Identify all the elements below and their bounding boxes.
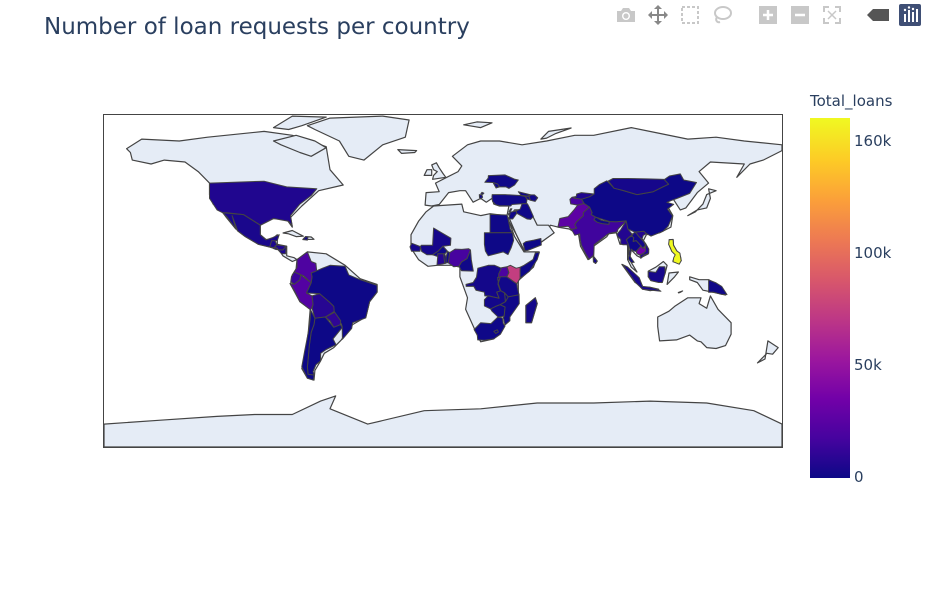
- country-peru[interactable]: [289, 274, 314, 311]
- country-cameroon[interactable]: [458, 249, 474, 272]
- landmass-sulawesi: [666, 271, 679, 285]
- modebar: [606, 4, 922, 26]
- hover-icon[interactable]: [866, 4, 890, 26]
- country-kosovo[interactable]: [480, 191, 485, 195]
- landmass-novaya-zemlya: [540, 127, 572, 140]
- country-ghana[interactable]: [436, 253, 446, 266]
- landmass-svalbard: [463, 121, 493, 129]
- country-albania[interactable]: [478, 194, 484, 200]
- country-nicaragua[interactable]: [277, 245, 287, 255]
- landmass-australia: [657, 295, 732, 350]
- country-philippines[interactable]: [668, 239, 682, 265]
- country-palestine[interactable]: [508, 212, 511, 216]
- colorbar-title: Total_loans: [810, 92, 893, 110]
- landmass-japan: [687, 188, 717, 217]
- colorbar-tick-160k: 160k: [854, 132, 892, 150]
- landmass-ireland: [423, 169, 433, 176]
- country-chile[interactable]: [301, 309, 316, 381]
- country-sri-lanka[interactable]: [592, 255, 598, 264]
- country-papua-new-guinea[interactable]: [708, 279, 728, 296]
- country-south-africa[interactable]: [473, 316, 506, 341]
- country-somalia[interactable]: [519, 251, 540, 279]
- land-layer: [104, 115, 782, 447]
- landmass-new-zealand: [756, 340, 779, 364]
- country-mali[interactable]: [419, 227, 452, 256]
- country-senegal[interactable]: [409, 242, 421, 252]
- country-indonesia[interactable]: [622, 263, 662, 292]
- box-select-icon[interactable]: [678, 4, 702, 26]
- country-borneo-indonesia[interactable]: [647, 266, 666, 283]
- country-layer: [209, 173, 728, 381]
- zoom-in-icon[interactable]: [756, 4, 780, 26]
- colorbar-tick-100k: 100k: [854, 244, 892, 262]
- zoom-out-icon[interactable]: [788, 4, 812, 26]
- landmass-iceland: [397, 149, 418, 154]
- country-lebanon[interactable]: [508, 208, 513, 213]
- country-united-states[interactable]: [209, 180, 318, 227]
- country-sudan[interactable]: [483, 232, 515, 257]
- plotly-logo-icon[interactable]: [898, 4, 922, 26]
- country-haiti[interactable]: [302, 236, 309, 241]
- country-georgia[interactable]: [517, 191, 532, 197]
- landmass-cuba: [282, 229, 304, 238]
- country-mongolia[interactable]: [607, 178, 670, 196]
- pan-icon[interactable]: [646, 4, 670, 26]
- camera-icon[interactable]: [614, 4, 638, 26]
- country-iraq[interactable]: [515, 203, 534, 220]
- country-azerbaijan[interactable]: [528, 194, 539, 202]
- landmass-ellesmere: [272, 115, 327, 131]
- country-moldova[interactable]: [492, 182, 500, 189]
- country-india[interactable]: [570, 206, 627, 260]
- colorbar-tick-0: 0: [854, 468, 864, 486]
- country-lesotho[interactable]: [493, 329, 499, 334]
- lasso-icon[interactable]: [710, 4, 734, 26]
- reset-icon[interactable]: [820, 4, 844, 26]
- landmass-antarctica: [104, 395, 782, 447]
- country-el-salvador[interactable]: [273, 246, 279, 251]
- country-yemen[interactable]: [522, 238, 542, 252]
- landmass-britain: [431, 162, 447, 180]
- world-map[interactable]: [103, 114, 783, 448]
- landmass-greenland: [306, 115, 410, 161]
- country-mozambique[interactable]: [499, 294, 520, 326]
- chart-title: Number of loan requests per country: [44, 14, 470, 40]
- colorbar: [810, 118, 850, 478]
- landmass-baffin: [272, 134, 327, 157]
- country-timor-leste[interactable]: [677, 290, 684, 294]
- country-vietnam[interactable]: [635, 230, 650, 259]
- country-madagascar[interactable]: [525, 297, 538, 324]
- colorbar-tick-50k: 50k: [854, 356, 882, 374]
